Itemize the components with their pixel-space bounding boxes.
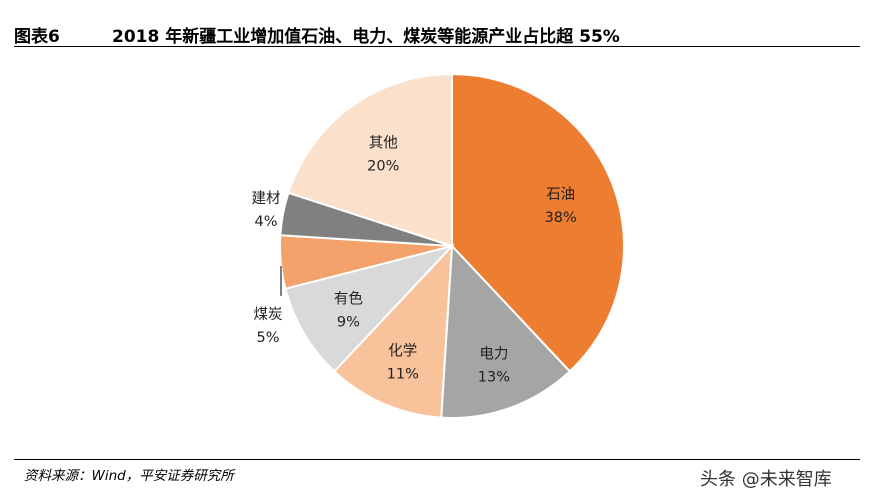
slice-value-化学: 11% xyxy=(387,367,419,383)
slice-value-石油: 38% xyxy=(545,210,577,226)
figure-title: 2018 年新疆工业增加值石油、电力、煤炭等能源产业占比超 55% xyxy=(112,27,620,47)
pie-slice-化学 xyxy=(332,243,454,419)
pie-slice-其他 xyxy=(287,72,453,248)
pie-slice-电力 xyxy=(440,243,572,419)
watermark: 头条 @未来智库 xyxy=(700,469,832,490)
slice-name-电力: 电力 xyxy=(479,346,508,363)
slice-value-其他: 20% xyxy=(367,158,399,174)
bottom-rule xyxy=(14,459,860,460)
source-note: 资料来源：Wind，平安证券研究所 xyxy=(24,468,234,484)
pie-slice-石油 xyxy=(451,72,625,373)
slice-name-煤炭: 煤炭 xyxy=(254,306,283,323)
slice-name-其他: 其他 xyxy=(369,134,398,151)
slice-name-有色: 有色 xyxy=(334,290,363,307)
slice-value-煤炭: 5% xyxy=(256,330,279,346)
slice-value-有色: 9% xyxy=(337,314,360,330)
top-rule xyxy=(14,46,860,47)
slice-value-电力: 13% xyxy=(478,370,510,386)
pie-slice-有色 xyxy=(284,244,456,373)
slice-name-建材: 建材 xyxy=(252,190,281,207)
figure-header: 图表6 2018 年新疆工业增加值石油、电力、煤炭等能源产业占比超 55% xyxy=(14,14,860,48)
slice-name-石油: 石油 xyxy=(546,186,575,203)
figure-label: 图表6 xyxy=(14,27,60,47)
slice-value-建材: 4% xyxy=(254,214,277,230)
pie-slices xyxy=(279,72,625,419)
pie-labels: 石油 38% 电力 13% 化学 11% 有色 9% 煤炭 5% 建材 4% 其他 20% xyxy=(252,134,577,385)
slice-name-化学: 化学 xyxy=(388,343,417,360)
